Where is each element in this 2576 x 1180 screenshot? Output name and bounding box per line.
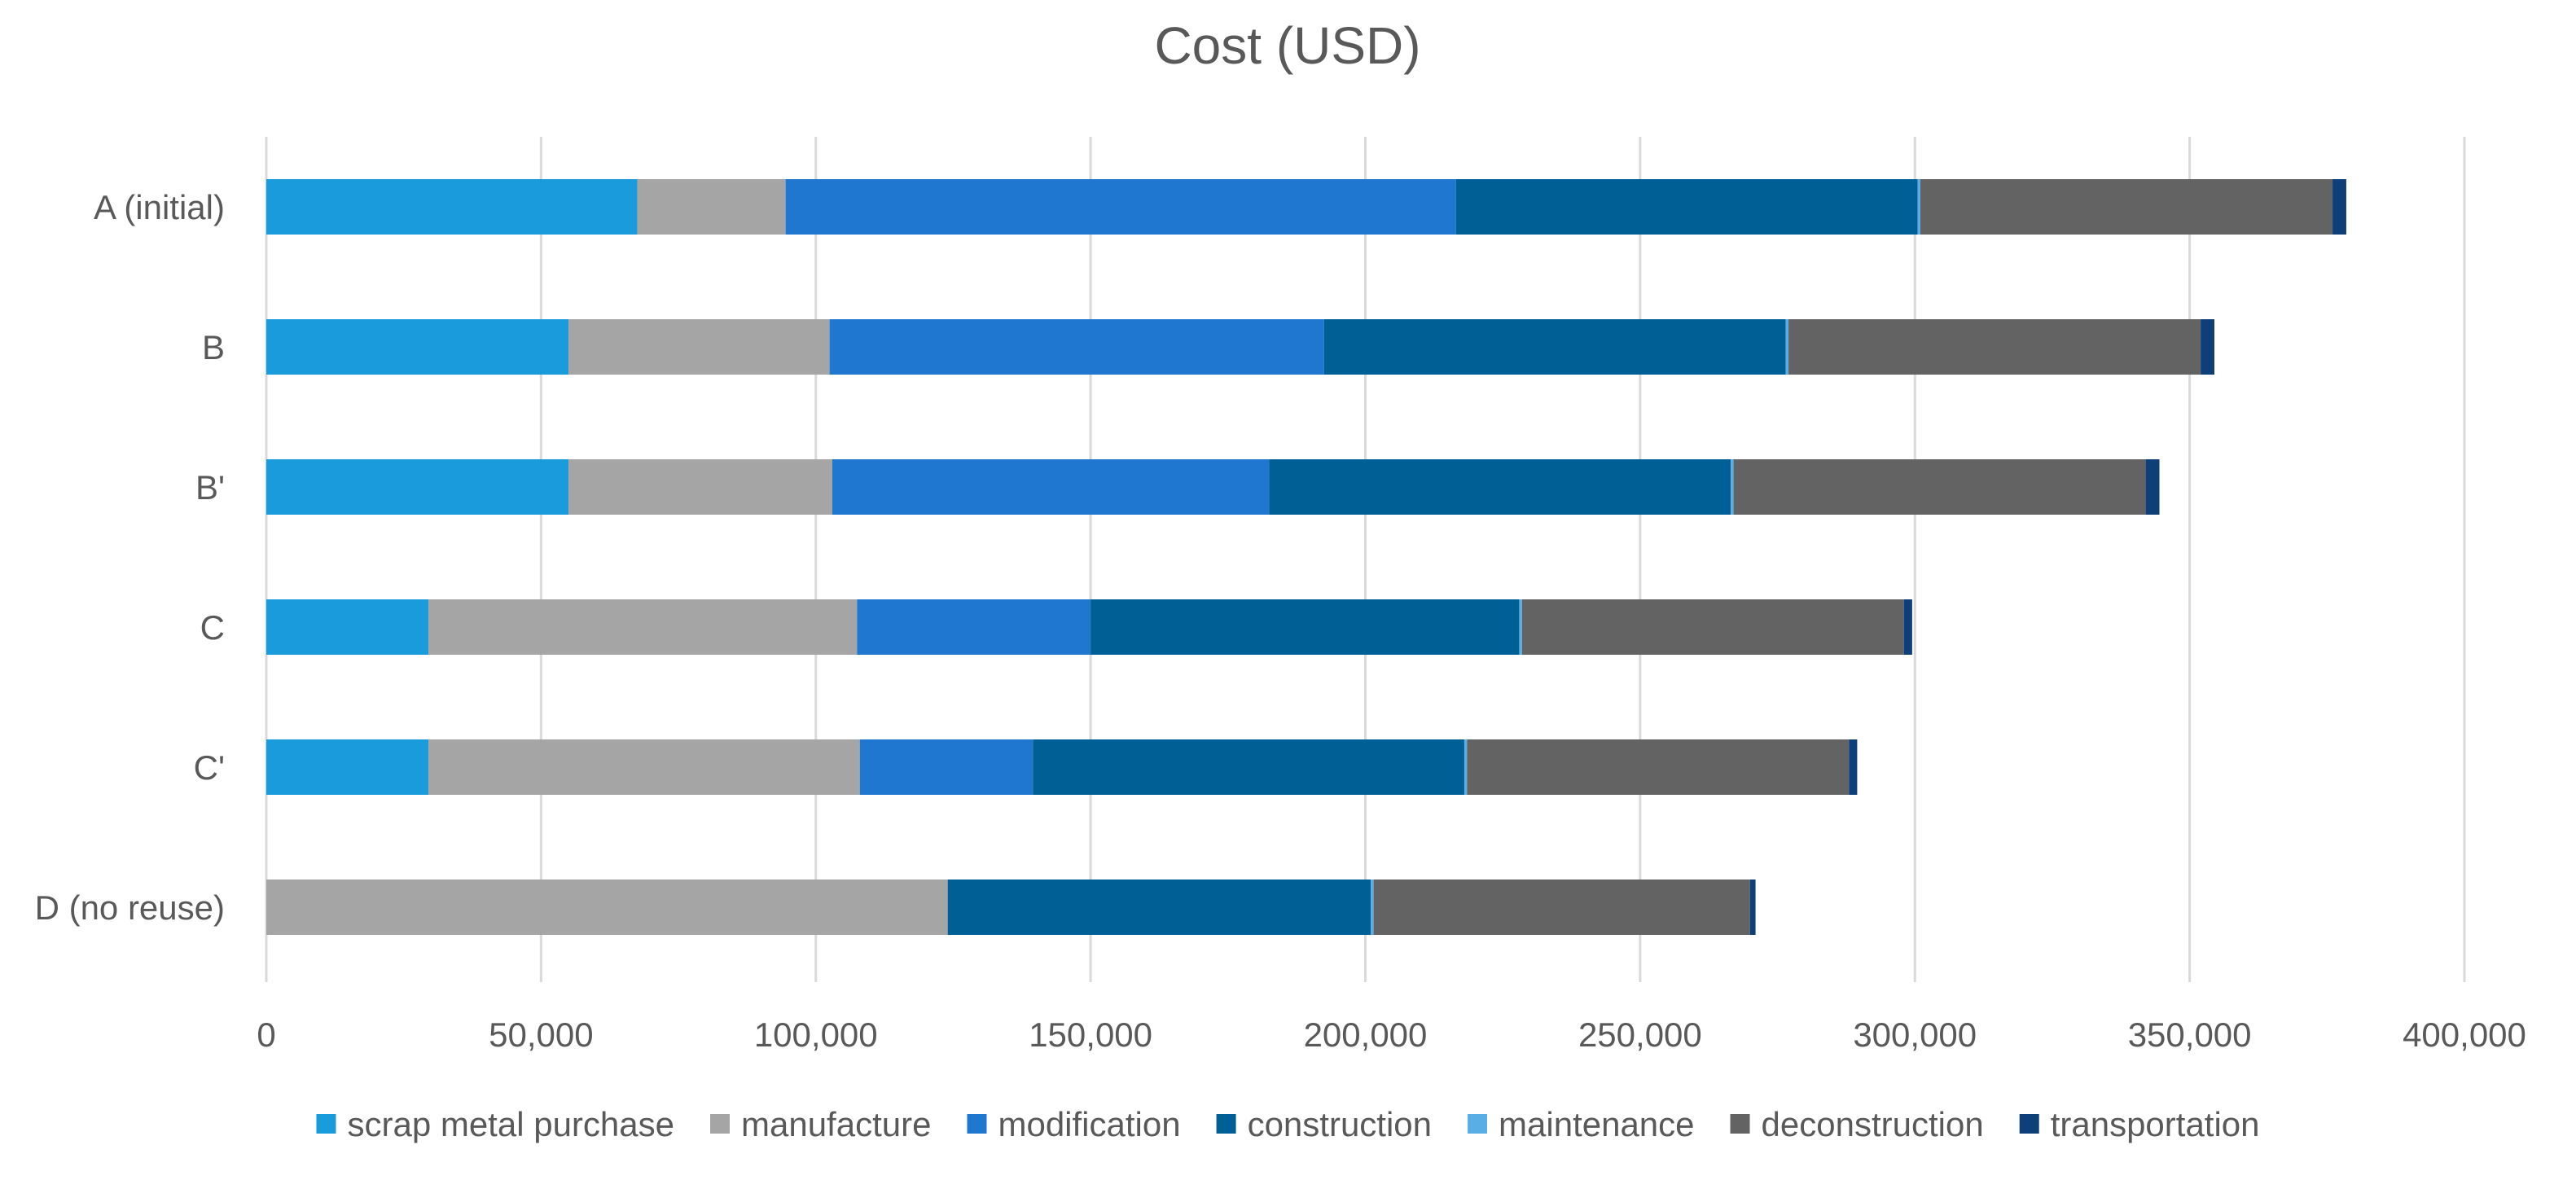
legend-item: modification [967, 1105, 1181, 1143]
legend-swatch [710, 1114, 730, 1134]
bar-segment [1917, 179, 1920, 235]
x-tick-label: 200,000 [1304, 1016, 1428, 1054]
bar-segment [428, 739, 860, 795]
legend-swatch [1468, 1114, 1488, 1134]
category-label: B' [195, 468, 225, 507]
value-axis: 0 50,000 100,000 150,000 200,000 250,000 300,0… [257, 1016, 2526, 1054]
legend-swatch [316, 1114, 336, 1134]
legend-label: maintenance [1499, 1105, 1695, 1143]
bar-segment [829, 319, 1324, 375]
legend-item: maintenance [1468, 1105, 1695, 1143]
legend-item: construction [1216, 1105, 1432, 1143]
chart-title: Cost (USD) [1154, 16, 1420, 75]
legend: scrap metal purchase manufacture modificat… [316, 1105, 2260, 1143]
bar-segment [1521, 599, 1904, 655]
bar-segment [832, 459, 1270, 515]
bar-segment [1455, 179, 1918, 235]
bar-segment [1785, 319, 1789, 375]
bar-segment [568, 459, 832, 515]
bars [266, 179, 2346, 935]
legend-swatch [967, 1114, 987, 1134]
bar-segment [1467, 739, 1850, 795]
legend-item: transportation [2019, 1105, 2260, 1143]
bar-segment [1749, 880, 1756, 935]
x-tick-label: 250,000 [1578, 1016, 1702, 1054]
gridlines [265, 137, 2466, 982]
legend-label: modification [998, 1105, 1180, 1143]
bar-segment [266, 880, 948, 935]
x-tick-label: 50,000 [489, 1016, 593, 1054]
legend-swatch [2019, 1114, 2039, 1134]
bar-segment [1033, 739, 1464, 795]
x-tick-label: 350,000 [2128, 1016, 2252, 1054]
category-label: B [202, 328, 225, 366]
x-tick-label: 300,000 [1853, 1016, 1977, 1054]
legend-label: scrap metal purchase [347, 1105, 674, 1143]
legend-label: deconstruction [1762, 1105, 1984, 1143]
bar-segment [1091, 599, 1520, 655]
category-label: A (initial) [94, 188, 225, 226]
bar-segment [1519, 599, 1522, 655]
category-label: C [200, 608, 225, 647]
bar-segment [2145, 459, 2160, 515]
bar-segment [2332, 179, 2346, 235]
legend-swatch [1730, 1114, 1750, 1134]
bar-segment [1373, 880, 1750, 935]
bar-segment [857, 599, 1091, 655]
x-tick-label: 150,000 [1029, 1016, 1152, 1054]
legend-label: transportation [2051, 1105, 2260, 1143]
bar-segment [637, 179, 786, 235]
bar-segment [947, 880, 1371, 935]
legend-label: construction [1248, 1105, 1432, 1143]
legend-item: deconstruction [1730, 1105, 1984, 1143]
category-label: D (no reuse) [35, 888, 225, 927]
bar-segment [1920, 179, 2333, 235]
bar-segment [859, 739, 1033, 795]
bar-segment [1323, 319, 1786, 375]
category-label: C' [194, 748, 225, 787]
bar-segment [1788, 319, 2201, 375]
x-tick-label: 400,000 [2403, 1016, 2526, 1054]
bar-segment [266, 739, 429, 795]
bar-segment [1371, 880, 1374, 935]
category-axis: A (initial) B B' C C' D (no reuse) [35, 188, 225, 927]
bar-segment [266, 599, 429, 655]
bar-segment [1849, 739, 1858, 795]
bar-segment [2201, 319, 2214, 375]
x-tick-label: 100,000 [754, 1016, 878, 1054]
bar-segment [266, 179, 638, 235]
legend-swatch [1216, 1114, 1236, 1134]
bar-segment [1733, 459, 2146, 515]
bar-segment [266, 459, 569, 515]
legend-item: scrap metal purchase [316, 1105, 674, 1143]
bar-segment [1269, 459, 1731, 515]
legend-label: manufacture [741, 1105, 931, 1143]
x-tick-label: 0 [257, 1016, 275, 1054]
bar-segment [785, 179, 1456, 235]
bar-segment [1731, 459, 1734, 515]
bar-segment [1464, 739, 1468, 795]
bar-segment [568, 319, 830, 375]
bar-segment [428, 599, 858, 655]
bar-segment [266, 319, 569, 375]
bar-segment [1903, 599, 1912, 655]
legend-item: manufacture [710, 1105, 931, 1143]
